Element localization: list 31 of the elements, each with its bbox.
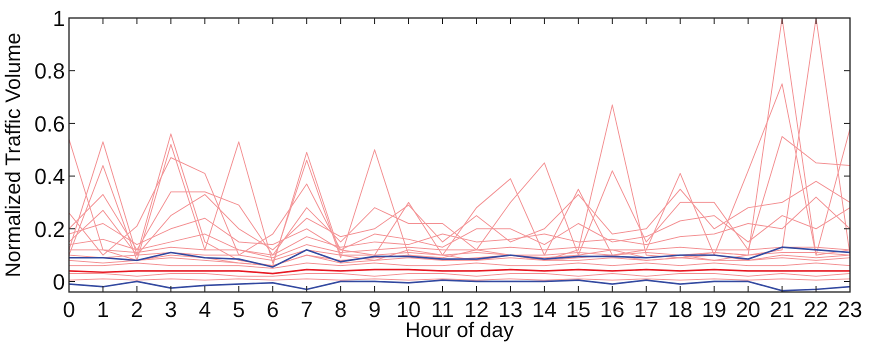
x-tick-label: 5 xyxy=(232,297,245,322)
y-tick-label: 0.6 xyxy=(34,111,65,136)
y-tick-label: 0.2 xyxy=(34,216,65,242)
x-tick-label: 9 xyxy=(368,297,381,322)
x-tick-label: 7 xyxy=(300,297,313,322)
y-tick-label: 1 xyxy=(52,6,65,31)
x-tick-label: 22 xyxy=(804,297,828,322)
x-tick-label: 2 xyxy=(130,297,144,322)
x-tick-label: 4 xyxy=(198,297,211,322)
x-tick-label: 11 xyxy=(431,297,454,322)
x-tick-label: 20 xyxy=(736,297,760,322)
y-tick-label: 0 xyxy=(52,269,65,294)
y-axis-title: Normalized Traffic Volume xyxy=(2,32,25,278)
x-tick-label: 14 xyxy=(532,297,557,322)
x-tick-label: 21 xyxy=(770,297,794,322)
x-tick-label: 3 xyxy=(164,297,177,322)
x-axis-title: Hour of day xyxy=(405,319,514,342)
x-tick-label: 23 xyxy=(838,297,862,322)
x-tick-label: 6 xyxy=(266,297,279,322)
x-tick-label: 12 xyxy=(464,297,489,322)
x-tick-label: 16 xyxy=(600,297,625,322)
x-tick-label: 8 xyxy=(334,297,347,322)
x-tick-label: 10 xyxy=(396,297,421,322)
x-tick-label: 19 xyxy=(702,297,726,322)
x-tick-label: 15 xyxy=(566,297,591,322)
x-tick-label: 1 xyxy=(96,297,110,322)
x-tick-label: 13 xyxy=(498,297,523,322)
y-tick-label: 0.8 xyxy=(34,58,65,84)
x-tick-label: 17 xyxy=(634,297,659,322)
y-tick-label: 0.4 xyxy=(34,164,65,190)
x-tick-label: 18 xyxy=(668,297,692,322)
